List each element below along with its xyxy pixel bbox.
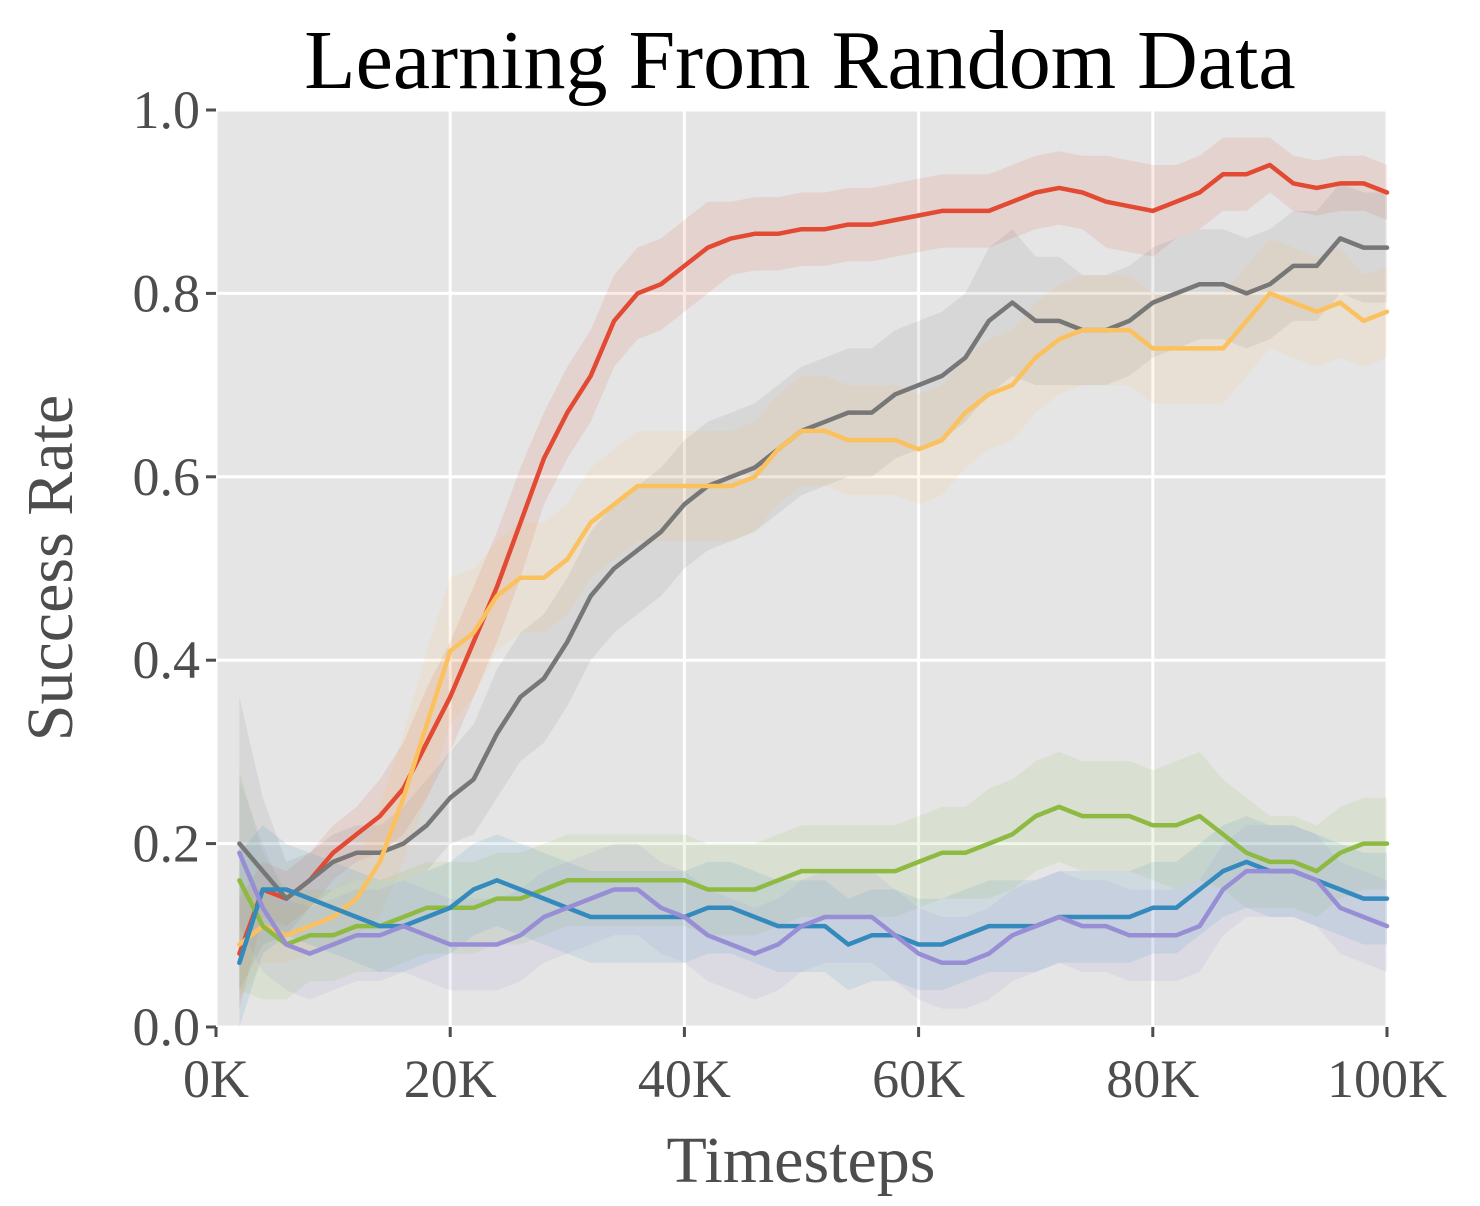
x-tick-label: 40K [638,1049,731,1109]
plot-area [216,110,1387,1027]
series-1-line [237,236,1390,901]
series-4-line [237,859,1390,966]
x-axis-label: Timesteps [667,1124,936,1197]
y-tick-label: 0.6 [133,447,201,507]
x-tick-label: 80K [1106,1049,1199,1109]
series-1-band [239,183,1387,991]
x-tick-label: 60K [872,1049,965,1109]
y-tick-label: 0.2 [133,814,201,874]
y-tick-label: 0.8 [133,263,201,323]
chart-title: Learning From Random Data [304,14,1295,107]
y-tick-label: 0.4 [133,630,201,690]
series-3-line [237,804,1390,947]
y-tick-label: 0.0 [133,997,201,1057]
y-tick-label: 1.0 [133,80,201,140]
series-3-band [239,751,1387,1000]
grid [214,108,1389,1029]
series-5-band [239,779,1387,1009]
axes: 0.0 0.2 0.4 0.6 0.8 1.0 0K 20K 40K 60K 80K 100K [133,80,1448,1109]
series-0-line [237,162,1390,956]
x-tick-label: 100K [1327,1049,1447,1109]
confidence-bands [239,137,1387,1027]
series-2-line [237,291,1390,947]
x-tick-label: 20K [404,1049,497,1109]
series-2-band [239,238,1387,1000]
y-axis-label: Success Rate [14,395,87,741]
series-5-line [237,850,1390,966]
series-lines [237,162,1390,966]
x-tick-label: 0K [183,1049,249,1109]
